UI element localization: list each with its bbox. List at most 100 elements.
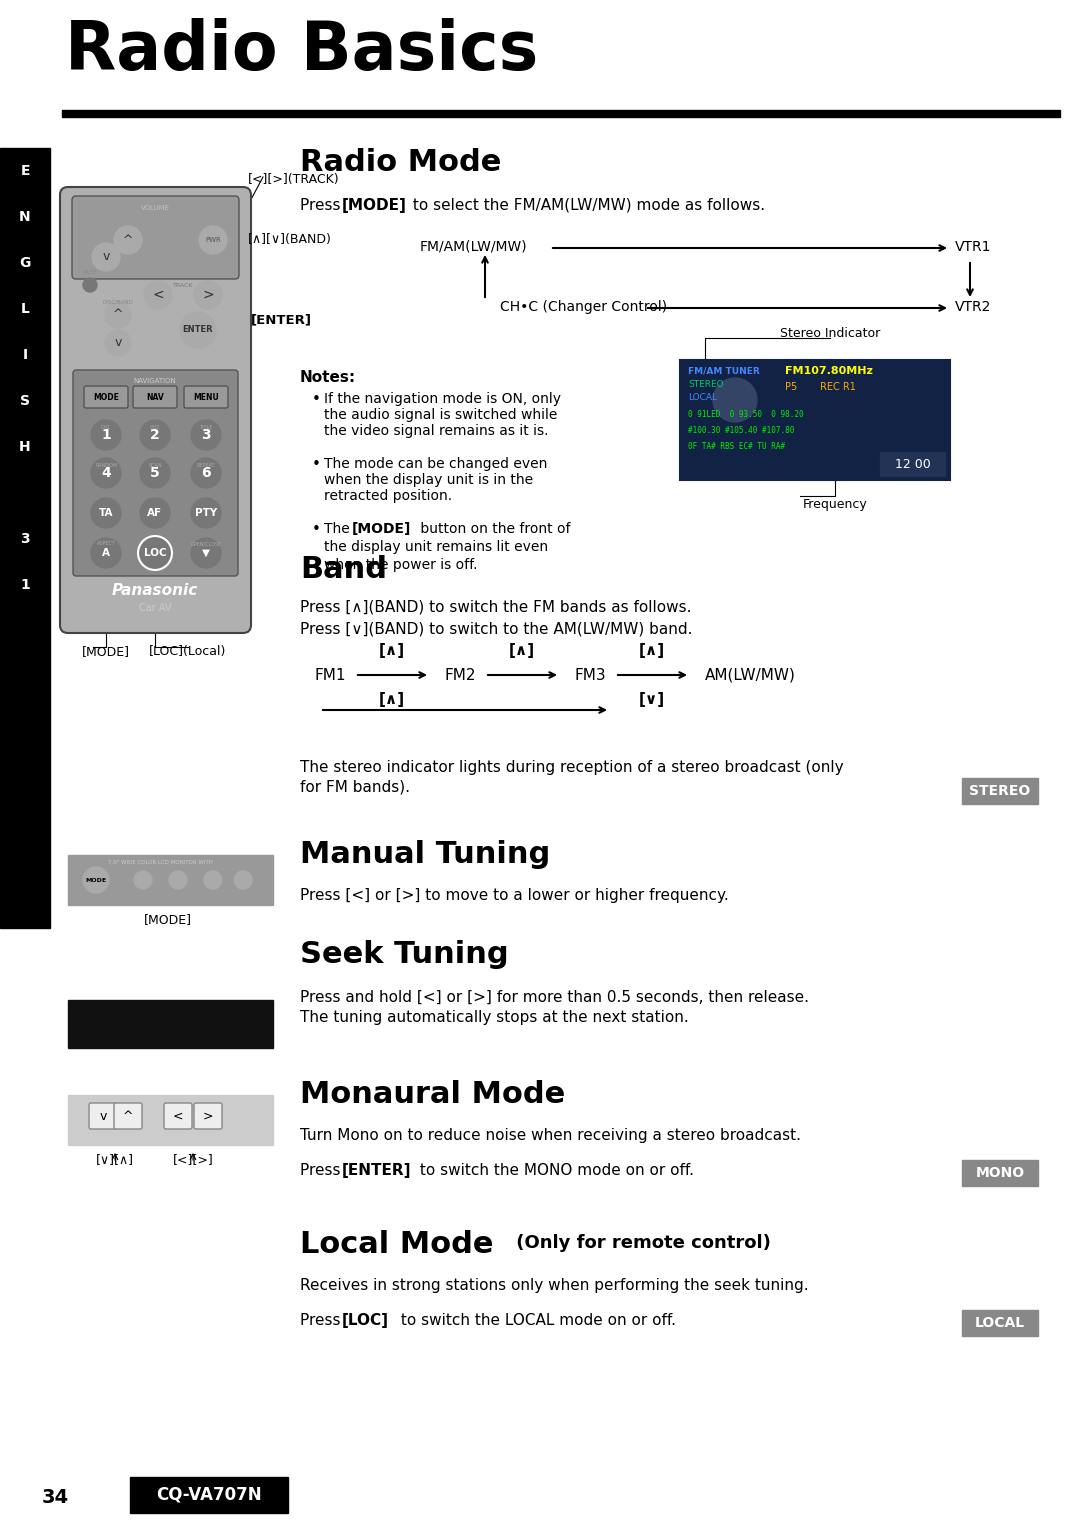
Circle shape bbox=[105, 302, 131, 328]
Bar bbox=[68, 1000, 273, 1048]
FancyBboxPatch shape bbox=[73, 369, 238, 575]
Text: S: S bbox=[21, 394, 30, 407]
Text: [<][>](TRACK): [<][>](TRACK) bbox=[248, 172, 339, 186]
FancyBboxPatch shape bbox=[89, 1103, 117, 1129]
Text: 6: 6 bbox=[201, 465, 211, 481]
Text: [∨]: [∨] bbox=[639, 691, 665, 707]
Text: REC R1: REC R1 bbox=[820, 382, 855, 392]
Text: MODE: MODE bbox=[85, 877, 107, 882]
Text: The tuning automatically stops at the next station.: The tuning automatically stops at the ne… bbox=[300, 1010, 689, 1025]
Text: CH2: CH2 bbox=[150, 426, 160, 430]
Circle shape bbox=[114, 226, 141, 253]
FancyBboxPatch shape bbox=[84, 386, 129, 407]
Circle shape bbox=[191, 539, 221, 568]
Text: v: v bbox=[103, 250, 110, 264]
Circle shape bbox=[191, 420, 221, 450]
Text: •: • bbox=[312, 522, 321, 537]
Text: SCAN: SCAN bbox=[148, 462, 162, 468]
Text: ASPECT: ASPECT bbox=[96, 542, 116, 546]
Text: 3: 3 bbox=[201, 427, 211, 443]
Text: MONO: MONO bbox=[975, 1166, 1025, 1180]
Text: Turn Mono on to reduce noise when receiving a stereo broadcast.: Turn Mono on to reduce noise when receiv… bbox=[300, 1128, 801, 1143]
Circle shape bbox=[234, 871, 252, 890]
FancyBboxPatch shape bbox=[72, 195, 239, 279]
Text: 0 91LED  0 93.50  0 98.20: 0 91LED 0 93.50 0 98.20 bbox=[688, 410, 804, 420]
Circle shape bbox=[199, 226, 227, 253]
Bar bbox=[680, 360, 950, 481]
Text: DISC/BAND: DISC/BAND bbox=[103, 301, 133, 305]
Text: Press: Press bbox=[300, 198, 346, 214]
Text: button on the front of: button on the front of bbox=[416, 522, 570, 536]
Text: FM2: FM2 bbox=[445, 668, 476, 684]
Circle shape bbox=[83, 867, 109, 893]
Text: the display unit remains lit even: the display unit remains lit even bbox=[324, 540, 549, 554]
Circle shape bbox=[168, 871, 187, 890]
Text: LOCAL: LOCAL bbox=[975, 1315, 1025, 1331]
Bar bbox=[68, 1096, 273, 1144]
Text: LOCAL: LOCAL bbox=[688, 394, 717, 401]
Circle shape bbox=[92, 243, 120, 272]
Text: MENU: MENU bbox=[193, 392, 219, 401]
Bar bbox=[68, 855, 273, 905]
Text: Receives in strong stations only when performing the seek tuning.: Receives in strong stations only when pe… bbox=[300, 1277, 809, 1293]
Bar bbox=[0, 148, 50, 928]
Text: The mode can be changed even
when the display unit is in the
retracted position.: The mode can be changed even when the di… bbox=[324, 456, 548, 504]
Circle shape bbox=[713, 378, 757, 423]
Text: NAVIGATION: NAVIGATION bbox=[134, 378, 176, 385]
Circle shape bbox=[140, 539, 170, 568]
Text: Panasonic: Panasonic bbox=[112, 583, 198, 598]
Text: 3: 3 bbox=[21, 533, 30, 546]
Text: 34: 34 bbox=[42, 1488, 69, 1508]
Text: <: < bbox=[152, 288, 164, 302]
Text: The: The bbox=[324, 522, 354, 536]
Circle shape bbox=[144, 281, 172, 308]
Text: Press [<] or [>] to move to a lower or higher frequency.: Press [<] or [>] to move to a lower or h… bbox=[300, 888, 729, 903]
Text: G: G bbox=[19, 256, 30, 270]
Text: [ENTER]: [ENTER] bbox=[251, 313, 312, 327]
Text: to switch the LOCAL mode on or off.: to switch the LOCAL mode on or off. bbox=[396, 1312, 676, 1328]
Text: Press: Press bbox=[300, 1163, 346, 1178]
Text: [MODE]: [MODE] bbox=[352, 522, 411, 536]
Circle shape bbox=[194, 281, 222, 308]
Text: FM3: FM3 bbox=[575, 668, 607, 684]
Text: [∨][∧]: [∨][∧] bbox=[96, 1154, 134, 1166]
Text: Car AV: Car AV bbox=[138, 603, 172, 613]
Text: Radio Basics: Radio Basics bbox=[65, 18, 538, 84]
Text: I: I bbox=[23, 348, 28, 362]
Text: 4: 4 bbox=[102, 465, 111, 481]
Text: 1: 1 bbox=[21, 578, 30, 592]
Text: (Only for remote control): (Only for remote control) bbox=[510, 1235, 771, 1251]
Text: The stereo indicator lights during reception of a stereo broadcast (only: The stereo indicator lights during recep… bbox=[300, 760, 843, 775]
Text: 7.0" WIDE COLOR LCD MONITOR WITH: 7.0" WIDE COLOR LCD MONITOR WITH bbox=[108, 861, 213, 865]
Text: RANDOM: RANDOM bbox=[95, 462, 117, 468]
Text: 2: 2 bbox=[150, 427, 160, 443]
Circle shape bbox=[191, 458, 221, 488]
Text: Band: Band bbox=[300, 555, 387, 584]
Text: LOC: LOC bbox=[144, 548, 166, 559]
Text: A: A bbox=[102, 548, 110, 559]
Text: [∧][∨](BAND): [∧][∨](BAND) bbox=[248, 233, 332, 246]
Text: to select the FM/AM(LW/MW) mode as follows.: to select the FM/AM(LW/MW) mode as follo… bbox=[408, 198, 765, 214]
Text: VOLUME: VOLUME bbox=[140, 204, 170, 211]
Text: FM/AM(LW/MW): FM/AM(LW/MW) bbox=[420, 240, 528, 253]
Text: FM107.80MHz: FM107.80MHz bbox=[785, 366, 873, 375]
Text: [MODE]: [MODE] bbox=[144, 913, 192, 926]
Text: MUTE: MUTE bbox=[82, 270, 97, 275]
Text: v: v bbox=[114, 337, 122, 349]
Text: •: • bbox=[312, 456, 321, 472]
FancyBboxPatch shape bbox=[184, 386, 228, 407]
Text: ^: ^ bbox=[123, 233, 133, 247]
Text: Radio Mode: Radio Mode bbox=[300, 148, 501, 177]
Text: 1: 1 bbox=[102, 427, 111, 443]
Text: <: < bbox=[173, 1109, 184, 1123]
Bar bbox=[962, 778, 1038, 804]
Circle shape bbox=[91, 539, 121, 568]
Text: ▼: ▼ bbox=[202, 548, 210, 559]
Circle shape bbox=[180, 311, 216, 348]
Text: P5: P5 bbox=[785, 382, 797, 392]
Text: [MODE]: [MODE] bbox=[342, 198, 407, 214]
Text: >: > bbox=[202, 288, 214, 302]
Text: 12 00: 12 00 bbox=[895, 458, 931, 470]
Text: [ENTER]: [ENTER] bbox=[342, 1163, 411, 1178]
Text: Seek Tuning: Seek Tuning bbox=[300, 940, 509, 969]
